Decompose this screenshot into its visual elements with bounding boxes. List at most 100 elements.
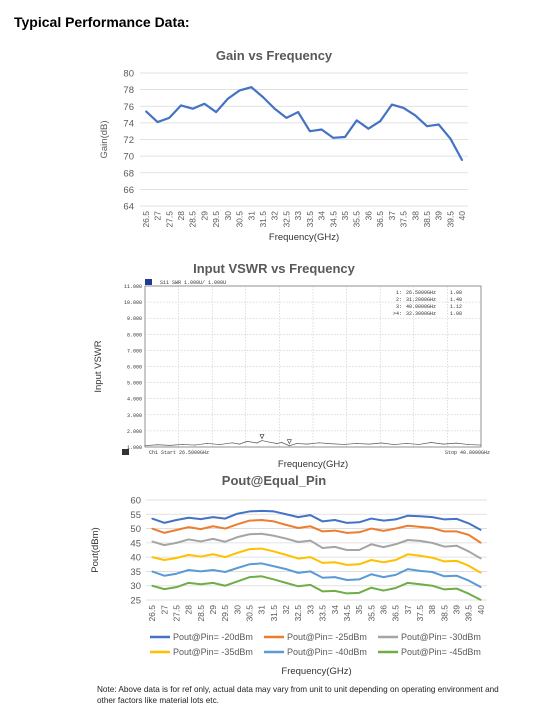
- pout-data-point: [321, 562, 324, 564]
- pout-data-point: [358, 592, 360, 594]
- pout-data-point: [236, 536, 239, 538]
- pout-x-tick-label: 34.5: [342, 605, 352, 622]
- pout-data-point: [334, 519, 336, 521]
- gain-x-tick-label: 40: [457, 211, 467, 221]
- vswr-data-point: [455, 442, 457, 444]
- pout-data-point: [419, 583, 421, 585]
- pout-series-line: [151, 509, 482, 531]
- vswr-data-point: [281, 442, 283, 443]
- pout-data-point: [151, 570, 153, 573]
- pout-series-line: [151, 532, 482, 560]
- vswr-stop-label: Stop 40.0000GHz: [445, 450, 490, 456]
- vswr-marker-id: 1:: [396, 290, 402, 296]
- pout-x-tick-label: 28: [184, 605, 194, 615]
- vswr-marker-freq: 40.0000GHz: [406, 304, 436, 310]
- vswr-marker-freq: 31.2000GHz: [406, 297, 436, 303]
- pout-y-axis-label: Pout(dBm): [90, 527, 101, 572]
- pout-data-point: [297, 585, 299, 587]
- pout-data-point: [151, 556, 153, 558]
- pout-data-point: [394, 574, 397, 576]
- pout-data-point: [346, 564, 348, 566]
- pout-data-point: [407, 515, 409, 517]
- pout-data-point: [297, 541, 299, 543]
- pout-data-point: [297, 527, 299, 529]
- pout-data-point: [346, 592, 348, 595]
- pout-x-tick-label: 30.5: [245, 605, 255, 622]
- vswr-marker-value: 1.08: [450, 311, 462, 317]
- vswr-data-point: [219, 444, 221, 445]
- vswr-y-tick-label: 2.000: [127, 429, 142, 435]
- pout-data-point: [334, 561, 336, 563]
- vswr-data-point: [405, 443, 407, 444]
- pout-data-point: [200, 528, 202, 530]
- pout-series-line: [151, 547, 482, 574]
- pout-x-tick-label: 26.5: [147, 605, 157, 622]
- vswr-data-point: [231, 442, 233, 444]
- gain-data-point: [203, 102, 206, 105]
- pout-data-point: [309, 570, 312, 573]
- pout-legend-label: Pout@Pin= -25dBm: [287, 632, 367, 642]
- pout-data-point: [358, 549, 360, 551]
- gain-x-tick-label: 33: [293, 211, 303, 221]
- pout-data-point: [187, 538, 190, 541]
- vswr-y-tick-label: 5.000: [127, 381, 142, 387]
- pout-x-tick-label: 33.5: [318, 605, 328, 622]
- pout-data-point: [248, 510, 251, 513]
- pout-data-point: [236, 523, 239, 525]
- pout-data-point: [309, 539, 312, 542]
- vswr-data-point: [468, 444, 469, 445]
- gain-y-tick-label: 76: [123, 102, 134, 113]
- pout-data-point: [468, 534, 470, 536]
- vswr-data-point: [144, 445, 146, 447]
- pout-x-tick-label: 31: [257, 605, 267, 615]
- gain-data-point: [437, 123, 440, 126]
- gain-data-point: [461, 159, 463, 162]
- pout-y-tick-label: 35: [130, 567, 141, 578]
- pout-data-point: [455, 545, 458, 547]
- pout-data-point: [480, 542, 482, 544]
- pout-legend-label: Pout@Pin= -35dBm: [173, 647, 253, 657]
- vswr-y-tick-label: 1.000: [127, 445, 142, 451]
- pout-data-point: [382, 561, 385, 563]
- pout-data-point: [394, 559, 397, 561]
- pout-data-point: [285, 554, 287, 556]
- pout-data-point: [224, 585, 226, 587]
- pout-data-point: [407, 582, 409, 584]
- pout-data-point: [455, 518, 458, 520]
- pout-data-point: [200, 555, 202, 558]
- pout-data-point: [200, 540, 202, 543]
- pout-data-point: [334, 529, 336, 532]
- pout-data-point: [346, 522, 348, 524]
- gain-x-tick-label: 38: [410, 211, 420, 221]
- pout-data-point: [370, 527, 373, 530]
- pout-data-point: [175, 557, 178, 559]
- gain-data-point: [309, 130, 311, 132]
- pout-y-tick-label: 60: [130, 496, 141, 507]
- pout-data-point: [455, 560, 458, 562]
- pout-data-point: [370, 517, 373, 520]
- pout-data-point: [443, 545, 446, 548]
- pout-y-tick-label: 55: [130, 510, 141, 521]
- pout-data-point: [346, 532, 348, 534]
- pout-data-point: [419, 526, 421, 528]
- pout-data-point: [443, 560, 446, 563]
- pout-legend-label: Pout@Pin= -45dBm: [401, 647, 481, 657]
- vswr-header-label: S11 SWR 1.000U/ 1.000U: [160, 280, 226, 286]
- vswr-data-point: [393, 444, 395, 445]
- pout-series-line: [151, 562, 482, 589]
- pout-data-point: [443, 518, 446, 521]
- pout-data-point: [236, 567, 239, 569]
- gain-y-tick-label: 72: [123, 135, 134, 146]
- gain-x-tick-label: 35.5: [352, 211, 362, 228]
- pout-data-point: [187, 582, 190, 584]
- pout-data-point: [382, 519, 385, 522]
- gain-x-tick-label: 32.5: [281, 211, 291, 228]
- vswr-data-point: [296, 443, 298, 444]
- gain-y-tick-label: 66: [123, 185, 134, 196]
- vswr-y-tick-label: 7.000: [127, 348, 142, 354]
- pout-data-point: [358, 521, 360, 523]
- vswr-series-line: [144, 440, 482, 447]
- gain-y-tick-label: 64: [123, 202, 134, 213]
- pout-data-point: [151, 585, 153, 587]
- gain-data-point: [273, 107, 276, 110]
